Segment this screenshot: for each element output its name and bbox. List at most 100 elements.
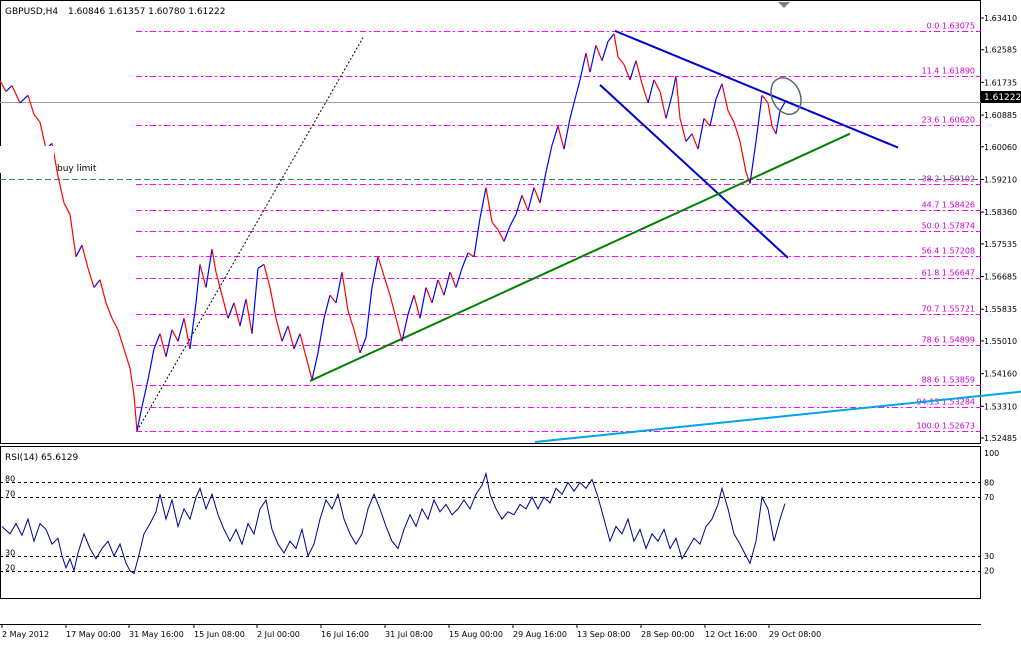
- price-segment: [19, 94, 29, 104]
- trendline-dotted-projection[interactable]: [136, 37, 364, 432]
- price-tick-label: 1.57535: [984, 240, 1017, 249]
- price-segment: [497, 229, 505, 242]
- price-segment: [407, 295, 415, 315]
- fib-level-label: 88.6 1.53859: [922, 376, 975, 385]
- time-tick-label: 15 Jun 08:00: [194, 630, 245, 639]
- price-segment: [691, 133, 699, 150]
- fib-level-label: 23.6 1.60620: [922, 116, 975, 125]
- trendline-channel-lower[interactable]: [599, 84, 789, 259]
- price-segment: [269, 287, 277, 319]
- price-segment: [749, 141, 757, 184]
- price-segment: [533, 187, 541, 204]
- price-tick-label: 1.60060: [984, 143, 1017, 152]
- price-segment: [165, 329, 173, 357]
- price-segment: [745, 171, 751, 184]
- price-segment: [727, 110, 735, 123]
- price-segment: [697, 118, 705, 150]
- price-tick-label: 1.63410: [984, 14, 1017, 23]
- price-segment: [63, 202, 71, 215]
- price-segment: [545, 145, 553, 173]
- price-segment: [607, 33, 615, 42]
- price-segment: [635, 60, 643, 84]
- price-tick-label: 1.53310: [984, 402, 1017, 411]
- price-segment: [215, 271, 223, 296]
- fib-level-label: 70.7 1.55721: [922, 305, 975, 314]
- price-segment: [613, 33, 619, 57]
- price-segment: [341, 272, 349, 311]
- price-segment: [647, 79, 655, 104]
- fib-level-label: 44.7 1.58426: [922, 201, 975, 210]
- price-segment: [383, 275, 391, 296]
- price-segment: [539, 172, 547, 204]
- price-segment: [365, 287, 373, 338]
- time-tick-label: 31 May 16:00: [129, 630, 184, 639]
- buy-limit-box: [0, 146, 54, 173]
- price-segment: [353, 329, 361, 353]
- rsi-header: RSI(14) 65.6129: [5, 453, 78, 463]
- price-segment: [183, 318, 191, 350]
- rsi-axis-label: 70: [984, 493, 994, 502]
- price-segment: [27, 95, 35, 115]
- price-segment: [205, 248, 213, 288]
- price-segment: [293, 333, 301, 350]
- price-segment: [485, 187, 493, 223]
- price-segment: [311, 352, 319, 380]
- price-segment: [461, 252, 469, 269]
- price-segment: [257, 263, 265, 269]
- trendline-long-trend[interactable]: [534, 390, 1021, 444]
- rsi-level-label-left: 70: [5, 490, 15, 499]
- price-segment: [105, 302, 113, 319]
- price-segment: [329, 294, 337, 304]
- price-tick-label: 1.54160: [984, 370, 1017, 379]
- price-segment: [111, 317, 119, 331]
- trendline-support[interactable]: [309, 132, 851, 382]
- price-segment: [389, 295, 397, 319]
- price-segment: [211, 248, 217, 273]
- price-segment: [136, 406, 143, 432]
- price-tick-label: 1.52485: [984, 434, 1017, 443]
- price-segment: [199, 264, 207, 288]
- price-segment: [141, 379, 149, 407]
- price-segment: [455, 268, 463, 288]
- price-segment: [779, 101, 786, 111]
- price-segment: [443, 271, 451, 296]
- price-segment: [715, 83, 723, 100]
- price-segment: [653, 79, 661, 92]
- price-segment: [755, 95, 763, 142]
- price-segment: [425, 287, 433, 304]
- rsi-axis-label: 100: [984, 449, 999, 458]
- price-segment: [5, 85, 13, 92]
- price-segment: [771, 125, 777, 134]
- price-segment: [281, 325, 289, 342]
- trendline-channel-upper[interactable]: [614, 29, 899, 149]
- price-segment: [33, 114, 41, 123]
- scroll-marker-icon[interactable]: [778, 2, 790, 8]
- rsi-axis-label: 20: [984, 567, 994, 576]
- price-segment: [335, 271, 343, 303]
- price-segment: [569, 95, 577, 119]
- price-segment: [585, 52, 591, 73]
- price-segment: [601, 41, 609, 61]
- price-segment: [81, 245, 89, 269]
- rsi-pane-frame: [0, 446, 981, 599]
- price-segment: [509, 214, 517, 227]
- price-tick-label: 1.55835: [984, 305, 1017, 314]
- price-segment: [413, 295, 421, 319]
- rsi-level-label-left: 30: [5, 549, 15, 558]
- price-segment: [449, 271, 457, 288]
- time-tick-label: 12 Oct 16:00: [705, 630, 757, 639]
- price-segment: [665, 95, 673, 119]
- price-segment: [629, 60, 637, 81]
- price-segment: [563, 118, 571, 150]
- price-segment: [299, 333, 307, 357]
- chart-header-symbol: GBPUSD,H4: [5, 7, 58, 17]
- price-segment: [709, 98, 717, 127]
- current-price-label: 1.61222: [984, 93, 1021, 103]
- price-tick-label: 1.55010: [984, 337, 1017, 346]
- time-tick-label: 29 Aug 16:00: [513, 630, 567, 639]
- price-segment: [775, 110, 781, 134]
- price-segment: [195, 264, 201, 303]
- buy-limit-label: buy limit: [57, 164, 97, 174]
